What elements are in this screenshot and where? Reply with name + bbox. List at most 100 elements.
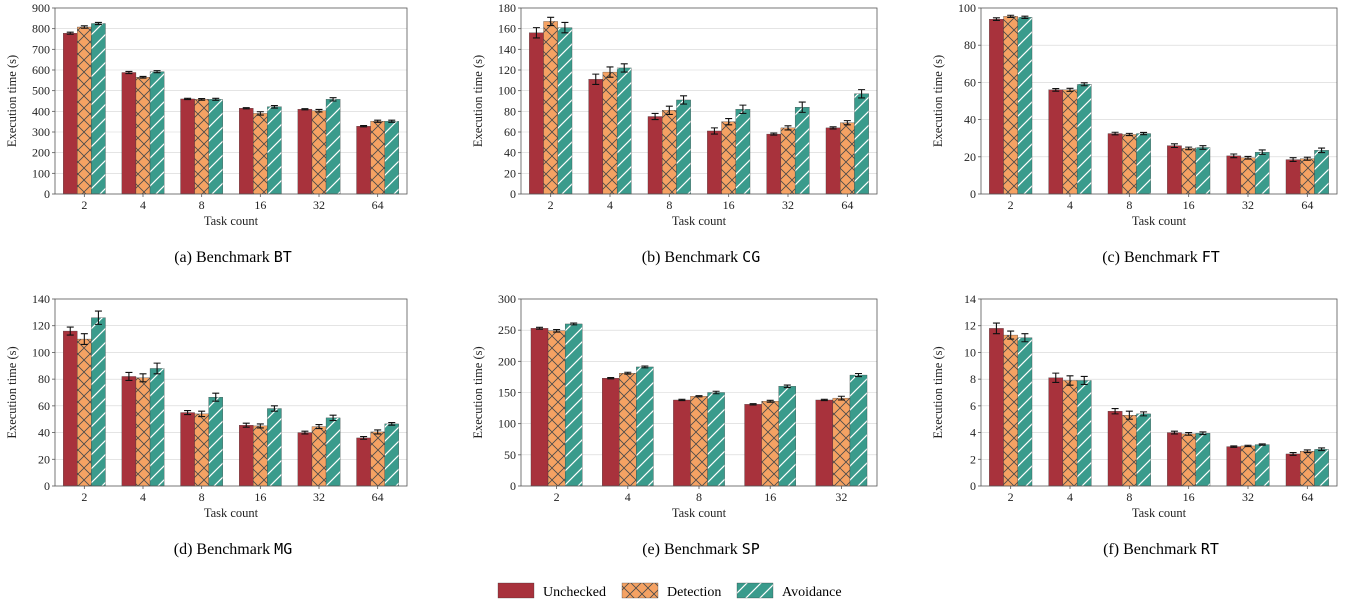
error-bar bbox=[553, 328, 561, 333]
error-bar bbox=[360, 436, 368, 440]
x-tick-label: 4 bbox=[1067, 490, 1073, 504]
error-bar bbox=[1303, 449, 1311, 454]
bar-avoidance bbox=[384, 121, 399, 195]
bar-avoidance bbox=[1136, 413, 1151, 487]
error-bar bbox=[315, 108, 323, 113]
error-bar bbox=[360, 125, 368, 128]
bar-detection bbox=[832, 397, 851, 487]
y-tick-label: 4 bbox=[970, 426, 976, 440]
y-tick-label: 6 bbox=[970, 399, 976, 413]
error-bar bbox=[94, 310, 102, 325]
x-axis-title: Task count bbox=[204, 506, 259, 520]
caption-prefix: (c) Benchmark bbox=[1102, 249, 1202, 266]
y-tick-label: 40 bbox=[964, 113, 976, 127]
error-bar bbox=[1066, 375, 1074, 386]
error-bar bbox=[783, 384, 791, 389]
error-bar bbox=[212, 392, 220, 402]
error-bar bbox=[620, 63, 628, 73]
chart-panel-e: 0 50 100 150 200 250 300 2 4 8 16 32 Task count Execu… bbox=[471, 292, 878, 558]
x-tick-label: 16 bbox=[764, 490, 776, 504]
error-bar bbox=[270, 405, 278, 412]
y-tick-label: 140 bbox=[498, 42, 516, 56]
error-bar bbox=[766, 399, 774, 403]
y-axis-title: Execution time (s) bbox=[471, 346, 485, 438]
y-tick-label: 20 bbox=[38, 452, 50, 466]
bar-unchecked bbox=[673, 399, 691, 487]
x-tick-label: 16 bbox=[1183, 490, 1195, 504]
legend: Unchecked Detection Avoidance bbox=[497, 582, 842, 600]
y-tick-label: 12 bbox=[964, 319, 976, 333]
bar-unchecked bbox=[1285, 159, 1301, 195]
error-bar bbox=[256, 111, 264, 116]
plot-frame bbox=[980, 7, 1338, 195]
error-bar bbox=[315, 424, 323, 430]
y-tick-label: 150 bbox=[498, 386, 516, 400]
bar-avoidance bbox=[149, 71, 165, 195]
y-tick-label: 2 bbox=[970, 452, 976, 466]
bar-detection bbox=[1062, 89, 1078, 195]
y-tick-label: 200 bbox=[32, 146, 50, 160]
caption-benchmark-code: RT bbox=[1201, 540, 1219, 558]
y-tick-label: 40 bbox=[504, 146, 516, 160]
y-tick-label: 0 bbox=[970, 187, 976, 201]
error-bar bbox=[1111, 131, 1119, 136]
error-bar bbox=[837, 395, 845, 401]
legend-label: Unchecked bbox=[543, 585, 606, 600]
bar-avoidance bbox=[1076, 84, 1092, 195]
y-tick-label: 100 bbox=[498, 84, 516, 98]
y-tick-label: 100 bbox=[32, 166, 50, 180]
bar-detection bbox=[780, 127, 796, 195]
error-bar bbox=[301, 108, 309, 111]
error-bar bbox=[798, 101, 806, 113]
bar-avoidance bbox=[1017, 337, 1033, 487]
x-tick-label: 64 bbox=[1301, 490, 1313, 504]
bar-detection bbox=[1300, 158, 1315, 195]
x-tick-label: 64 bbox=[372, 490, 384, 504]
error-bar bbox=[570, 322, 578, 326]
error-bar bbox=[725, 118, 733, 126]
y-tick-label: 60 bbox=[964, 75, 976, 89]
legend-swatch-detection bbox=[621, 582, 659, 599]
bar-avoidance bbox=[91, 317, 106, 487]
error-bar bbox=[153, 362, 161, 375]
plot-frame bbox=[520, 7, 878, 195]
y-tick-label: 0 bbox=[970, 479, 976, 493]
y-axis-title: Execution time (s) bbox=[931, 346, 945, 438]
bar-detection bbox=[1003, 16, 1018, 195]
legend-swatch-avoidance bbox=[736, 582, 774, 599]
error-bar bbox=[854, 372, 862, 378]
error-bar bbox=[536, 326, 544, 330]
error-bar bbox=[532, 27, 540, 39]
error-bar bbox=[739, 104, 747, 114]
y-tick-label: 500 bbox=[32, 84, 50, 98]
error-bar bbox=[139, 373, 147, 383]
error-bar bbox=[1318, 447, 1326, 452]
bar-avoidance bbox=[1076, 380, 1092, 487]
error-bar bbox=[1007, 14, 1015, 19]
bar-avoidance bbox=[325, 417, 341, 487]
panel-caption: (d) Benchmark MG bbox=[174, 540, 292, 558]
error-bar bbox=[1125, 410, 1133, 420]
error-bar bbox=[329, 414, 337, 422]
caption-benchmark-code: SP bbox=[742, 540, 760, 558]
error-bar bbox=[843, 120, 851, 126]
y-tick-label: 20 bbox=[504, 166, 516, 180]
error-bar bbox=[1244, 444, 1252, 448]
error-bar bbox=[547, 16, 555, 27]
bar-avoidance bbox=[557, 27, 573, 195]
x-tick-label: 8 bbox=[199, 490, 205, 504]
caption-prefix: (e) Benchmark bbox=[642, 541, 742, 558]
error-bar bbox=[710, 127, 718, 135]
bar-unchecked bbox=[1107, 133, 1123, 195]
bar-unchecked bbox=[766, 133, 782, 195]
chart-panel-d: 0 20 40 60 80 100 120 140 2 4 8 16 32 64 Task count Exe… bbox=[5, 292, 408, 558]
error-bar bbox=[1170, 430, 1178, 435]
bar-unchecked bbox=[297, 432, 313, 487]
error-bar bbox=[1125, 132, 1133, 137]
y-tick-label: 800 bbox=[32, 22, 50, 36]
error-bar bbox=[1185, 432, 1193, 436]
y-tick-label: 14 bbox=[964, 292, 976, 306]
x-axis-title: Task count bbox=[672, 214, 727, 228]
error-bar bbox=[1052, 372, 1060, 384]
bar-detection bbox=[662, 110, 677, 195]
